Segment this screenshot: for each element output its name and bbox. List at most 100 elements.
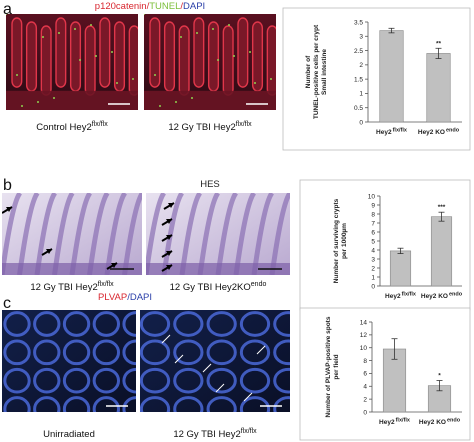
label-sup: flx/flx — [92, 121, 108, 128]
arrow — [215, 383, 225, 393]
villus — [87, 193, 110, 275]
cell — [196, 32, 198, 34]
cell — [58, 32, 60, 34]
villus — [266, 25, 276, 96]
cell — [90, 24, 92, 26]
crypt — [122, 311, 136, 337]
crypt-band — [144, 90, 276, 110]
y-label-line: Number of — [305, 55, 312, 88]
villus — [69, 21, 82, 92]
x-tick-label: Hey2flx/flx — [379, 418, 411, 427]
y-tick-label: 0.5 — [354, 105, 363, 112]
muscle-layer — [146, 263, 290, 275]
y-tick-label: 2.5 — [354, 48, 363, 55]
arrow-head — [6, 207, 12, 212]
y-tick-label: 4 — [363, 384, 367, 391]
bar — [430, 216, 453, 287]
muscle-layer — [2, 263, 142, 275]
villus — [34, 193, 58, 275]
crypt — [206, 311, 237, 337]
y-tick-label: 8 — [363, 358, 367, 365]
x-tick-label: Hey2 KOendo — [421, 292, 463, 301]
villus — [149, 17, 161, 88]
micrograph-content — [140, 310, 290, 412]
crypt — [206, 396, 237, 412]
crypt — [173, 396, 204, 412]
arrow-head — [46, 249, 52, 254]
crypt — [122, 396, 136, 412]
stain-title: p120catenin/TUNEL/DAPI — [95, 1, 205, 12]
crypt — [273, 311, 290, 337]
cell — [37, 101, 39, 103]
stain-name: / — [147, 1, 150, 12]
crypt — [62, 311, 91, 337]
y-label-line: Number of PLVAP-positive spots — [325, 316, 332, 417]
cell — [159, 105, 161, 107]
cell — [191, 97, 193, 99]
y-tick-label: 7 — [371, 220, 375, 227]
stain-title: HES — [200, 179, 220, 190]
arrow-head — [168, 203, 174, 208]
y-tick-label: 10 — [360, 345, 368, 352]
y-tick-label: 3 — [359, 34, 363, 41]
label-text: 12 Gy TBI Hey2 — [168, 122, 235, 133]
crypt — [173, 311, 204, 337]
label-text: 12 Gy TBI Hey2 — [30, 282, 97, 293]
significance: ** — [436, 40, 442, 47]
label-sup: endo — [251, 281, 267, 288]
y-label-line: per field — [333, 354, 340, 379]
category-sup: flx/flx — [402, 292, 417, 298]
category-sup: flx/flx — [396, 418, 411, 424]
arrow — [161, 334, 171, 344]
crypt — [239, 367, 271, 394]
x-tick-label: Hey2flx/flx — [376, 128, 408, 137]
micrograph-content — [6, 14, 138, 110]
crypt — [33, 311, 61, 337]
y-tick-label: 2 — [371, 265, 375, 272]
cell — [212, 28, 214, 30]
crypt — [206, 367, 237, 394]
crypt — [273, 339, 290, 366]
crypt — [33, 339, 61, 366]
label-text: Unirradiated — [43, 429, 95, 440]
crypt — [140, 339, 171, 366]
villus — [104, 193, 128, 275]
villus — [179, 193, 203, 275]
villus — [146, 193, 167, 275]
y-tick-label: 6 — [363, 371, 367, 378]
cell — [74, 28, 76, 30]
micrograph-content — [146, 193, 290, 275]
cell — [16, 74, 18, 76]
y-tick-label: 14 — [360, 319, 368, 326]
arrow — [243, 392, 253, 402]
y-tick-label: 9 — [371, 202, 375, 209]
category: Hey2 — [379, 419, 395, 426]
y-tick-label: 1.5 — [354, 76, 363, 83]
micrograph — [144, 14, 276, 110]
villus — [215, 193, 239, 275]
micrograph-content — [144, 14, 276, 110]
cell — [217, 59, 219, 61]
arrow-head — [166, 235, 172, 240]
panel-letter: b — [3, 177, 12, 194]
panel-letter: a — [3, 1, 12, 18]
villus — [161, 193, 185, 275]
crypt — [239, 339, 271, 366]
y-tick-label: 1 — [359, 91, 363, 98]
stain-title: PLVAP/DAPI — [98, 292, 152, 303]
cell — [21, 105, 23, 107]
crypt — [273, 367, 290, 394]
category-sup: flx/flx — [393, 128, 408, 134]
crypt — [206, 339, 237, 366]
villus — [69, 193, 93, 275]
crypt — [33, 396, 61, 412]
stain-name: PLVAP — [98, 292, 127, 303]
stain-name: TUNEL — [149, 1, 180, 12]
cell — [95, 55, 97, 57]
category-sup: endo — [447, 418, 461, 424]
category: Hey2 KO — [419, 419, 446, 426]
micrograph — [2, 193, 142, 275]
cell — [144, 14, 145, 15]
micrograph — [140, 310, 290, 412]
